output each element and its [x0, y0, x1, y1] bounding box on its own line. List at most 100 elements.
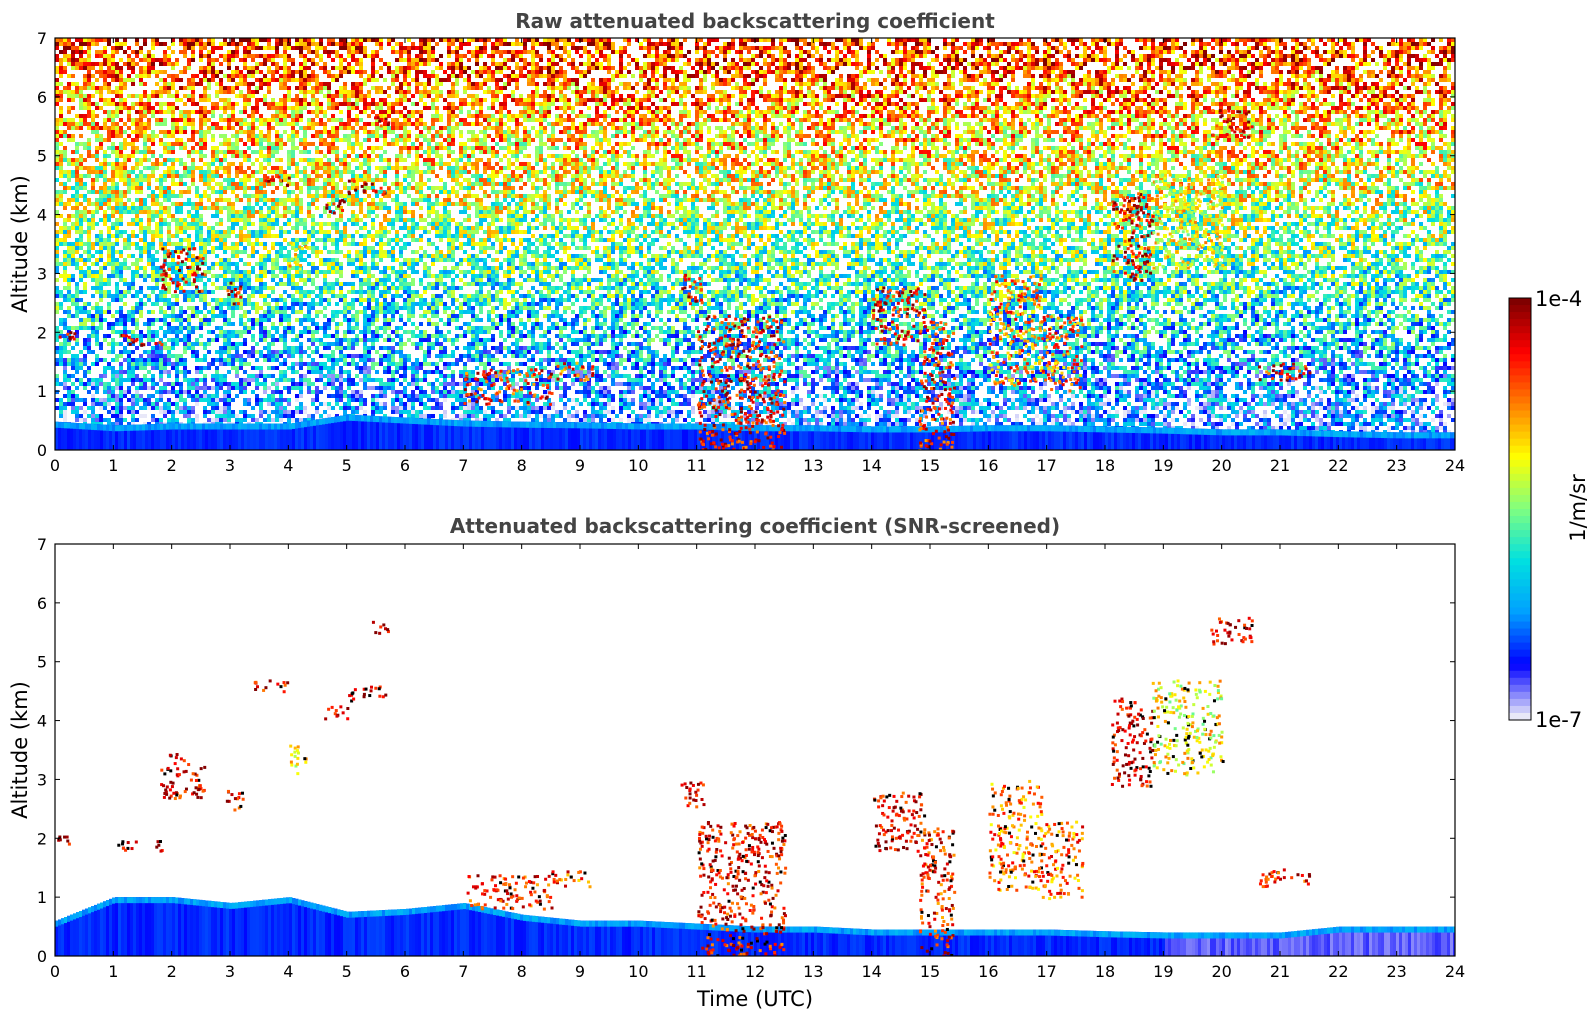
noise-cell	[99, 378, 103, 382]
noise-cell	[135, 62, 139, 66]
noise-cell	[95, 402, 99, 406]
noise-cell	[119, 86, 123, 90]
noise-cell	[67, 186, 71, 190]
noise-cell	[83, 410, 87, 414]
figure: Raw attenuated backscattering coefficien…	[0, 0, 1595, 1020]
noise-cell	[67, 242, 71, 246]
noise-cell	[79, 350, 83, 354]
noise-cell	[75, 398, 79, 402]
noise-cell	[83, 270, 87, 274]
noise-cell	[127, 282, 131, 286]
noise-cell	[131, 366, 135, 370]
noise-cell	[71, 294, 75, 298]
noise-cell	[103, 78, 107, 82]
noise-cell	[111, 314, 115, 318]
noise-cell	[75, 250, 79, 254]
noise-cell	[131, 350, 135, 354]
noise-cell	[107, 334, 111, 338]
noise-cell	[131, 94, 135, 98]
noise-cell	[115, 42, 119, 46]
noise-cell	[79, 58, 83, 62]
noise-cell	[67, 118, 71, 122]
noise-cell	[63, 286, 67, 290]
noise-cell	[111, 118, 115, 122]
noise-cell	[83, 142, 87, 146]
noise-cell	[67, 198, 71, 202]
noise-cell	[123, 418, 127, 422]
noise-cell	[127, 314, 131, 318]
noise-cell	[119, 78, 123, 82]
noise-cell	[115, 222, 119, 226]
noise-cell	[103, 238, 107, 242]
noise-cell	[135, 190, 139, 194]
noise-cell	[63, 318, 67, 322]
noise-cell	[91, 386, 95, 390]
noise-cell	[99, 250, 103, 254]
noise-cell	[95, 282, 99, 286]
noise-cell	[63, 326, 67, 330]
noise-cell	[95, 310, 99, 314]
noise-cell	[107, 178, 111, 182]
noise-cell	[95, 358, 99, 362]
noise-cell	[83, 306, 87, 310]
noise-cell	[119, 406, 123, 410]
noise-cell	[119, 366, 123, 370]
noise-cell	[63, 182, 67, 186]
noise-cell	[103, 174, 107, 178]
noise-cell	[103, 266, 107, 270]
noise-cell	[87, 154, 91, 158]
noise-cell	[63, 186, 67, 190]
noise-cell	[63, 274, 67, 278]
noise-cell	[63, 234, 67, 238]
noise-cell	[59, 398, 63, 402]
noise-cell	[131, 182, 135, 186]
noise-cell	[99, 374, 103, 378]
noise-cell	[119, 398, 123, 402]
noise-cell	[75, 150, 79, 154]
noise-cell	[63, 358, 67, 362]
noise-cell	[131, 138, 135, 142]
noise-cell	[67, 134, 71, 138]
noise-cell	[111, 126, 115, 130]
panel-title-raw: Raw attenuated backscattering coefficien…	[515, 9, 995, 33]
noise-cell	[131, 406, 135, 410]
noise-cell	[79, 178, 83, 182]
noise-cell	[63, 42, 67, 46]
noise-cell	[123, 266, 127, 270]
noise-cell	[67, 230, 71, 234]
noise-cell	[135, 94, 139, 98]
noise-cell	[59, 194, 63, 198]
noise-cell	[63, 350, 67, 354]
noise-cell	[119, 210, 123, 214]
noise-cell	[67, 298, 71, 302]
noise-cell	[75, 394, 79, 398]
noise-cell	[91, 126, 95, 130]
noise-cell	[67, 326, 71, 330]
noise-cell	[99, 70, 103, 74]
noise-cell	[83, 318, 87, 322]
noise-cell	[111, 194, 115, 198]
noise-cell	[71, 174, 75, 178]
noise-cell	[111, 134, 115, 138]
noise-cell	[95, 126, 99, 130]
noise-cell	[71, 394, 75, 398]
noise-cell	[95, 170, 99, 174]
noise-cell	[71, 366, 75, 370]
noise-cell	[71, 410, 75, 414]
noise-cell	[111, 162, 115, 166]
noise-cell	[111, 390, 115, 394]
noise-cell	[111, 262, 115, 266]
noise-cell	[79, 418, 83, 422]
noise-cell	[59, 70, 63, 74]
noise-cell	[75, 198, 79, 202]
noise-cell	[107, 238, 111, 242]
noise-cell	[135, 42, 139, 46]
noise-cell	[119, 42, 123, 46]
noise-cell	[67, 82, 71, 86]
noise-cell	[111, 150, 115, 154]
noise-cell	[79, 106, 83, 110]
noise-cell	[63, 66, 67, 70]
noise-cell	[95, 258, 99, 262]
noise-cell	[79, 118, 83, 122]
noise-cell	[75, 182, 79, 186]
